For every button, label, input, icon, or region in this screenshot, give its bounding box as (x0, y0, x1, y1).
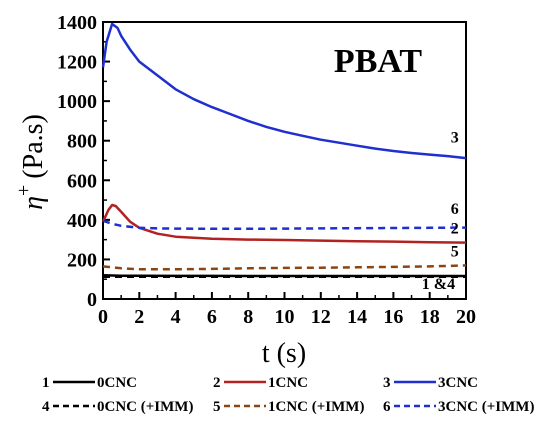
curve-label: 6 (451, 201, 459, 218)
y-axis-ticks: 0 200 400 600 800 1000 1200 1400 (57, 12, 110, 311)
y-tick-label: 0 (87, 289, 97, 311)
curve-labels: 3 6 2 5 1 &4 (422, 130, 459, 293)
svg-text:η+(Pa.s): η+ (Pa.s) (13, 114, 49, 210)
y-axis-symbol: η (18, 196, 49, 210)
y-tick-label: 1400 (57, 12, 97, 34)
legend-label: 1CNC (+IMM) (268, 399, 364, 415)
x-tick-label: 16 (383, 306, 403, 328)
legend-label: 1CNC (268, 375, 308, 391)
series-line-1 (102, 274, 466, 278)
x-tick-label: 6 (207, 306, 217, 328)
legend-number: 2 (213, 375, 221, 391)
series-line-5 (102, 264, 467, 271)
y-axis-superscript: + (13, 185, 35, 196)
x-tick-label: 10 (275, 306, 295, 328)
legend-label: 0CNC (+IMM) (97, 399, 193, 415)
x-tick-label: 14 (347, 306, 367, 328)
chart-title: PBAT (334, 43, 422, 80)
legend: 1 0CNC 2 1CNC 3 3CNC 4 0CNC (+IMM) 5 1CNC (+IMM) 6… (42, 375, 534, 415)
legend-number: 6 (383, 399, 391, 415)
legend-number: 5 (213, 399, 221, 415)
curve-label: 3 (451, 130, 459, 147)
curve-label: 1 &4 (422, 276, 455, 293)
y-axis-unit: (Pa.s) (18, 114, 49, 179)
x-tick-label: 0 (98, 306, 108, 328)
y-tick-label: 200 (67, 249, 97, 271)
x-tick-label: 18 (420, 306, 440, 328)
y-tick-label: 800 (67, 131, 97, 153)
legend-label: 0CNC (97, 375, 137, 391)
legend-label: 3CNC (438, 375, 478, 391)
x-axis-label: t (s) (262, 338, 306, 369)
x-tick-label: 12 (311, 306, 331, 328)
x-tick-label: 4 (171, 306, 181, 328)
series-line-3 (101, 22, 467, 160)
x-tick-label: 20 (456, 306, 476, 328)
y-axis-label: η+ (Pa.s) (13, 114, 49, 210)
y-tick-label: 1000 (57, 91, 97, 113)
y-tick-label: 600 (67, 170, 97, 192)
legend-number: 1 (42, 375, 50, 391)
y-tick-label: 400 (67, 210, 97, 232)
series-line-2 (101, 203, 467, 244)
legend-number: 3 (383, 375, 391, 391)
x-tick-label: 2 (134, 306, 144, 328)
legend-number: 4 (42, 399, 50, 415)
curve-label: 5 (451, 243, 459, 260)
x-axis-ticks: 0 2 4 6 8 10 12 14 16 18 20 (98, 292, 476, 328)
series-lines (101, 22, 467, 279)
x-tick-label: 8 (243, 306, 253, 328)
series-line-6 (102, 219, 467, 231)
curve-label: 2 (451, 221, 459, 238)
legend-label: 3CNC (+IMM) (438, 399, 534, 415)
y-tick-label: 1200 (57, 52, 97, 74)
